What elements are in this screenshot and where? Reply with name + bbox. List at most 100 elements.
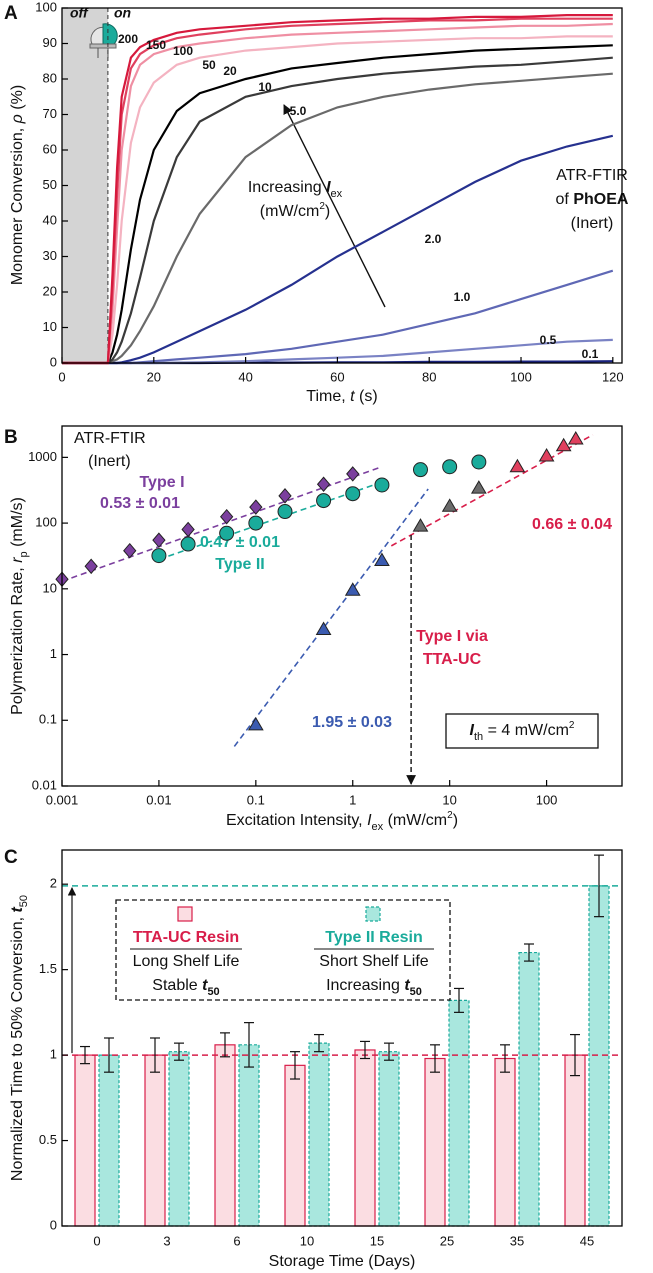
line-label: 2.0 (425, 232, 442, 246)
label-part: Polymerization Rate, (9, 563, 26, 715)
label-part: ρ (9, 114, 26, 124)
note-part: Stable (152, 977, 202, 994)
error-bar (360, 1040, 370, 1060)
point (180, 536, 196, 552)
x-tick-label: 0.01 (146, 792, 171, 807)
legend-note: Increasing t50 (326, 977, 422, 998)
panel-label: A (4, 3, 18, 24)
y-tick-label: 30 (43, 248, 57, 263)
annotation: (mW/cm2) (260, 201, 330, 220)
y-axis-label: Polymerization Rate, rp (mM/s) (9, 497, 30, 715)
on-label: on (114, 5, 131, 21)
x-tick-label: 25 (440, 1233, 454, 1248)
y-tick-label: 50 (43, 177, 57, 192)
line-label: 0.5 (540, 333, 557, 347)
bar (238, 1044, 260, 1227)
trend-arrow (283, 104, 386, 308)
bar (284, 1064, 306, 1227)
fit-label: 0.47 ± 0.01 (200, 534, 280, 551)
annotation: (Inert) (571, 215, 614, 232)
point (509, 458, 526, 473)
annotation-part: Increasing (248, 179, 326, 196)
label-part: Monomer Conversion, (9, 123, 26, 285)
y-axis-label: Normalized Time to 50% Conversion, t50 (9, 895, 30, 1181)
line (62, 14, 613, 365)
fit-label: 0.66 ± 0.04 (532, 516, 612, 533)
error-bar (80, 1045, 90, 1065)
bar (214, 1044, 236, 1227)
annotation-part: (mW/cm (260, 203, 320, 220)
error-bar (314, 1033, 324, 1053)
point (374, 552, 390, 566)
y-tick-label: 0.5 (39, 1132, 57, 1147)
label-part: I (470, 722, 475, 739)
y-tick-label: 20 (43, 283, 57, 298)
bar (588, 885, 610, 1227)
x-axis-label: Time, t (s) (306, 388, 377, 405)
line (62, 134, 614, 365)
annotation-part: ex (331, 188, 343, 200)
point (278, 488, 292, 504)
error-bar (500, 1044, 510, 1073)
point (344, 582, 361, 596)
label-part: 2 (447, 810, 453, 821)
plot-frame (61, 849, 623, 1227)
line-label: 20 (223, 64, 237, 78)
annotation-part: PhOEA (573, 191, 629, 208)
legend-box (115, 899, 451, 1001)
plot-frame (61, 7, 623, 364)
fit-label: 0.53 ± 0.01 (100, 495, 180, 512)
y-tick-label: 40 (43, 212, 57, 227)
label-part: t (9, 907, 26, 913)
error-bar (570, 1033, 580, 1077)
y-tick-label: 1000 (28, 449, 57, 464)
x-tick-label: 1 (349, 792, 356, 807)
error-bar (174, 1042, 184, 1061)
point (345, 486, 361, 502)
point (567, 431, 584, 445)
x-tick-label: 6 (233, 1233, 240, 1248)
under-layer (62, 8, 610, 1227)
point (277, 504, 293, 520)
x-tick-label: 100 (536, 792, 558, 807)
bar (378, 1051, 400, 1227)
x-tick-label: 120 (602, 369, 624, 384)
legend-note: Stable t50 (152, 977, 219, 998)
line (62, 56, 613, 365)
panel-label: C (4, 847, 18, 868)
error-bar (594, 854, 604, 918)
y-tick-label: 0.1 (39, 712, 57, 727)
point (316, 493, 332, 509)
line-label: 10 (258, 80, 272, 94)
point (374, 477, 390, 493)
note-part: t (404, 977, 410, 994)
line-label: 0.1 (582, 347, 599, 361)
lamp-icon (89, 23, 118, 58)
label-part: (mW/cm (383, 812, 447, 829)
y-tick-label: 0 (50, 354, 57, 369)
point (555, 437, 572, 452)
y-tick-label: 1 (50, 1047, 57, 1062)
point (247, 716, 264, 731)
bar (308, 1042, 330, 1227)
off-region (62, 8, 108, 363)
label-part: th (474, 731, 483, 743)
panel-label: B (4, 427, 18, 448)
error-bar (244, 1022, 254, 1068)
x-tick-label: 0.1 (247, 792, 265, 807)
error-bar (524, 943, 534, 962)
y-axis-label: Monomer Conversion, ρ (%) (9, 85, 26, 285)
point (248, 515, 264, 531)
fit-label: 1.95 ± 0.03 (312, 714, 392, 731)
series-label: Type II (215, 556, 265, 573)
label-part: Time, (306, 388, 350, 405)
bar (144, 1054, 166, 1227)
point (84, 558, 98, 575)
point (412, 462, 428, 478)
bar (494, 1057, 516, 1227)
label-part: p (18, 551, 30, 557)
point (316, 476, 331, 493)
label-part: (%) (9, 85, 26, 114)
legend-note: Short Shelf Life (319, 953, 429, 970)
